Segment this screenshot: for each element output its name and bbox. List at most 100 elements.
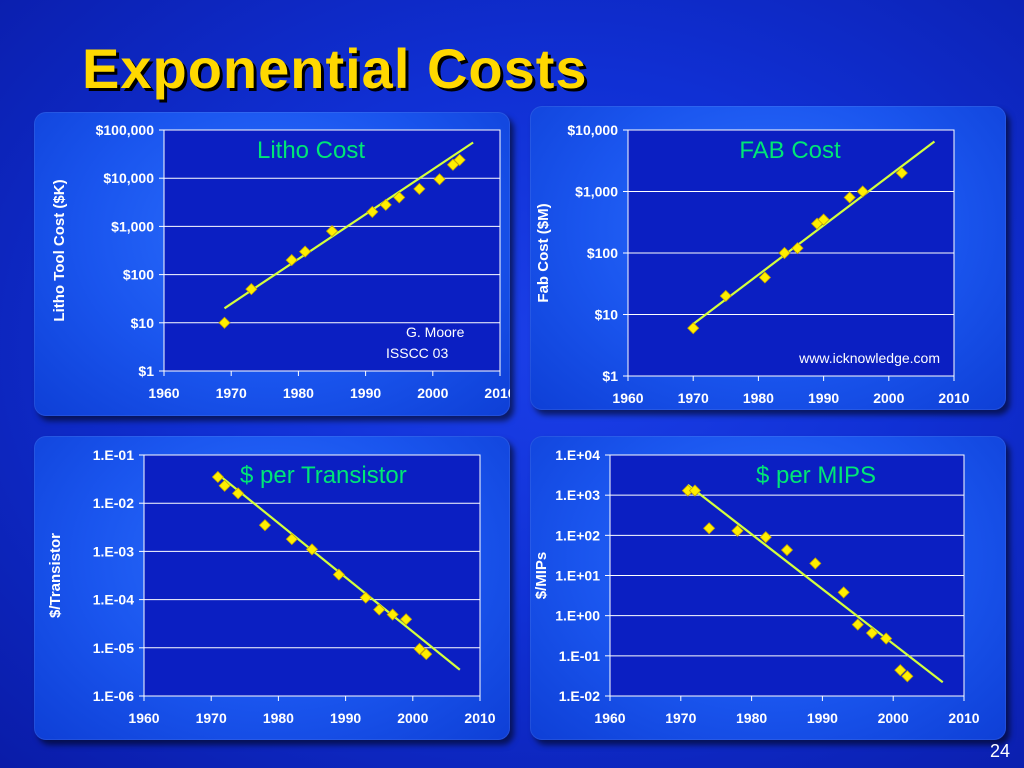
data-point <box>332 568 345 581</box>
x-tick-label: 1970 <box>216 385 247 401</box>
y-tick-label: $1,000 <box>111 218 154 234</box>
y-tick-label: $1 <box>602 368 618 384</box>
x-tick-label: 1990 <box>330 710 361 726</box>
y-tick-label: 1.E-02 <box>93 495 134 511</box>
y-tick-label: $100 <box>123 267 154 283</box>
x-tick-label: 2000 <box>878 710 909 726</box>
data-point <box>359 591 372 604</box>
data-point <box>731 524 744 537</box>
data-point <box>719 289 732 303</box>
y-tick-label: 1.E+00 <box>555 608 600 624</box>
fab-cost-panel: $1 $10 $100 $1,000 $10,000 1960 1970 1980 1990 20… <box>530 106 1006 410</box>
x-tick-label: 2010 <box>464 710 495 726</box>
data-point <box>305 543 319 556</box>
trend-line <box>692 140 936 325</box>
data-point <box>453 153 466 166</box>
annotation-text: www.icknowledge.com <box>798 350 940 366</box>
data-point <box>400 613 413 626</box>
data-point <box>837 586 850 599</box>
y-tick-label: 1.E-01 <box>93 447 134 463</box>
y-axis-label: $/MIPs <box>533 552 550 600</box>
data-point <box>218 479 231 492</box>
data-point <box>211 470 224 484</box>
y-axis-label: $/Transistor <box>47 533 64 618</box>
y-tick-label: 1.E+02 <box>555 527 600 543</box>
data-point <box>413 182 426 195</box>
chart-title: Litho Cost <box>257 137 365 164</box>
x-tick-label: 1960 <box>612 390 643 406</box>
data-point <box>901 670 914 683</box>
annotation-text: ISSCC 03 <box>386 345 448 361</box>
data-point <box>758 271 771 284</box>
data-point <box>895 166 908 180</box>
y-tick-label: 1.E-06 <box>93 688 134 704</box>
chart-title: $ per MIPS <box>756 462 876 489</box>
x-tick-label: 2010 <box>938 390 969 406</box>
x-tick-label: 2010 <box>484 385 510 401</box>
data-point <box>366 205 379 218</box>
data-point <box>393 191 406 204</box>
mips-cost-panel: 1.E-02 1.E-01 1.E+00 1.E+01 1.E+02 1.E+03 1.E+… <box>530 436 1006 740</box>
x-tick-label: 1980 <box>743 390 774 406</box>
data-point <box>703 522 716 535</box>
y-tick-label: $1 <box>138 363 154 379</box>
data-point <box>420 648 433 661</box>
y-tick-label: 1.E+01 <box>555 568 600 584</box>
y-tick-label: $10,000 <box>103 170 154 186</box>
y-tick-label: $10,000 <box>567 122 618 138</box>
fab-cost-chart: $1 $10 $100 $1,000 $10,000 1960 1970 1980 1990 20… <box>535 122 970 406</box>
data-point <box>258 519 272 532</box>
x-tick-label: 1990 <box>350 385 381 401</box>
plot-area <box>163 129 501 372</box>
data-point <box>688 484 702 497</box>
y-tick-label: $100,000 <box>96 122 155 138</box>
x-tick-label: 1990 <box>807 710 838 726</box>
data-point <box>791 242 804 255</box>
y-tick-label: 1.E-05 <box>93 640 134 656</box>
x-tick-label: 2000 <box>417 385 448 401</box>
chart-title: $ per Transistor <box>240 462 407 489</box>
data-point <box>843 191 856 204</box>
data-point <box>759 531 772 544</box>
x-tick-label: 1980 <box>283 385 314 401</box>
y-axis-label: Litho Tool Cost ($K) <box>51 179 68 321</box>
x-tick-label: 1970 <box>665 710 696 726</box>
y-tick-label: 1.E-02 <box>559 688 600 704</box>
data-point <box>880 632 893 645</box>
data-point <box>373 603 386 616</box>
data-point <box>433 173 446 186</box>
y-tick-label: $100 <box>587 245 618 261</box>
data-point <box>285 254 298 267</box>
data-point <box>218 316 231 329</box>
data-point <box>446 158 460 171</box>
y-tick-label: $10 <box>131 315 155 331</box>
x-tick-label: 2000 <box>873 390 904 406</box>
annotation-text: G. Moore <box>406 324 465 340</box>
y-tick-label: 1.E-01 <box>559 648 600 664</box>
transistor-cost-chart: 1.E-06 1.E-05 1.E-04 1.E-03 1.E-02 1.E-01 1960… <box>47 447 496 726</box>
data-point <box>856 185 869 198</box>
y-tick-label: 1.E-04 <box>93 592 134 608</box>
y-tick-label: $10 <box>595 307 619 323</box>
data-point <box>817 213 830 226</box>
data-point <box>780 543 794 557</box>
data-point <box>894 664 907 677</box>
data-point <box>809 557 822 570</box>
data-point <box>299 245 312 258</box>
y-tick-label: 1.E+03 <box>555 487 600 503</box>
data-point <box>778 246 791 260</box>
y-tick-label: 1.E+04 <box>555 447 600 463</box>
data-point <box>232 487 245 500</box>
litho-cost-chart: $1 $10 $100 $1,000 $10,000 $100,000 1960 1970 19… <box>51 122 510 401</box>
data-point <box>245 283 258 296</box>
y-tick-label: 1.E-03 <box>93 543 134 559</box>
litho-cost-panel: $1 $10 $100 $1,000 $10,000 $100,000 1960 1970 19… <box>34 112 510 416</box>
data-point <box>325 225 339 238</box>
x-tick-label: 1960 <box>594 710 625 726</box>
slide-number: 24 <box>989 741 1010 761</box>
data-point <box>413 642 426 655</box>
trend-line <box>223 141 474 310</box>
mips-cost-chart: 1.E-02 1.E-01 1.E+00 1.E+01 1.E+02 1.E+03 1.E+… <box>533 447 980 726</box>
plot-area <box>143 454 481 697</box>
y-axis-label: Fab Cost ($M) <box>535 203 552 302</box>
